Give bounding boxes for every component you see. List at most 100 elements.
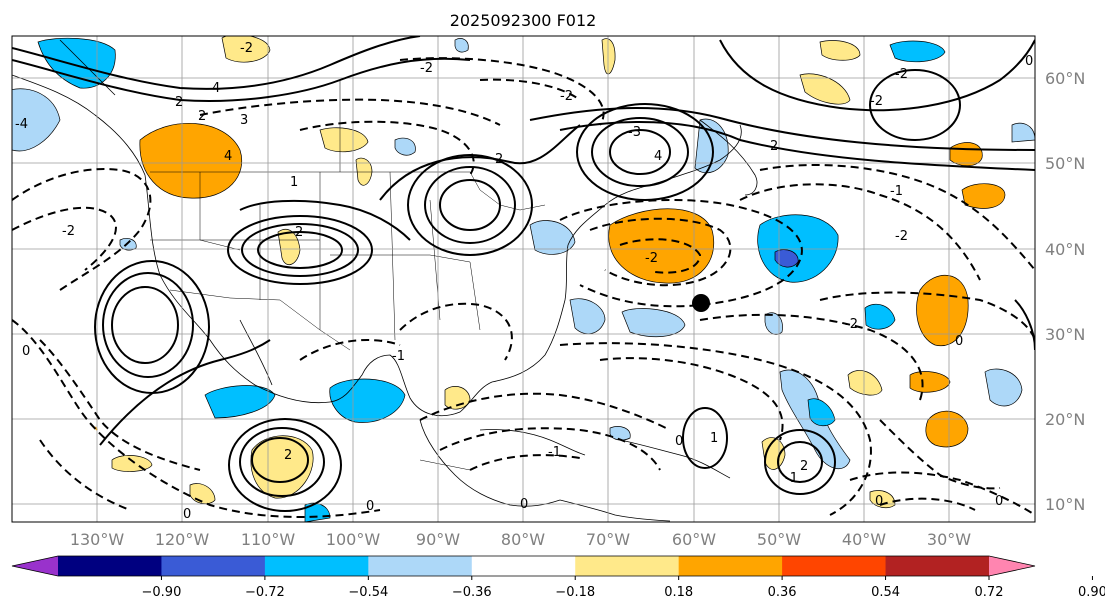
contour-line (849, 471, 1035, 516)
lat-label: 30°N (1045, 325, 1085, 344)
coastline (12, 74, 742, 416)
colorbar-tick-label: −0.18 (555, 585, 595, 600)
contour-line (599, 357, 784, 441)
contour-label: 0 (22, 344, 30, 359)
anomaly-region (774, 249, 799, 268)
contour-line (12, 36, 421, 90)
colorbar-segment (782, 556, 887, 576)
contour-line (777, 441, 823, 483)
colorbar-tick-label: −0.72 (245, 585, 285, 600)
contour-line (879, 419, 1001, 490)
colorbar-tick-label: −0.90 (142, 585, 182, 600)
contour-line (12, 57, 471, 102)
anomaly-region (757, 214, 839, 283)
lat-label: 20°N (1045, 410, 1085, 429)
contour-label: 0 (675, 434, 683, 449)
contour-line (102, 272, 194, 378)
contour-line (407, 154, 533, 256)
contour-label: -2 (560, 89, 573, 104)
dashed-contours (12, 57, 1035, 518)
colorbar-segment (678, 556, 783, 576)
solid-contours (12, 36, 1035, 512)
lon-label: 100°W (326, 530, 381, 549)
border (389, 171, 396, 341)
contour-label: -3 (628, 125, 641, 140)
colorbar-tick-label: −0.54 (348, 585, 388, 600)
lon-label: 110°W (241, 530, 296, 549)
anomaly-region (608, 208, 714, 284)
border (419, 459, 471, 471)
contour-label: 2 (198, 109, 206, 124)
contour-line (469, 454, 581, 471)
contour-label: -2 (895, 67, 908, 82)
contour-label: 0 (366, 499, 374, 514)
anomaly-region (204, 385, 276, 419)
contour-line (39, 339, 201, 471)
contour-label: 2 (495, 152, 503, 167)
anomaly-region (139, 123, 242, 199)
coastline (619, 439, 731, 479)
colorbar: −0.90 −0.72 −0.54 −0.36 −0.18 0.18 0.36 0.54 0.7… (11, 555, 1105, 600)
colorbar-tick-label: −0.36 (452, 585, 492, 600)
contour-line (39, 439, 131, 511)
lat-label: 50°N (1045, 154, 1085, 173)
contour-label: 2 (770, 139, 778, 154)
anomaly-region (569, 298, 606, 335)
anomaly-region (221, 36, 271, 63)
contour-label: -4 (15, 117, 28, 132)
contour-line (699, 313, 924, 401)
contour-line (241, 223, 359, 277)
contour-label: 1 (290, 175, 298, 190)
latitude-labels: 60°N 50°N 40°N 30°N 20°N 10°N (1045, 69, 1085, 514)
border (330, 254, 471, 263)
contour-label: -2 (420, 61, 433, 76)
contour-line (759, 164, 1035, 271)
contour-label: -2 (645, 251, 658, 266)
contour-line (399, 57, 605, 126)
contour-line (559, 199, 803, 308)
lon-label: 120°W (155, 530, 210, 549)
contour-line (99, 339, 271, 446)
anomaly-region (529, 220, 576, 255)
contour-label: 0 (955, 334, 963, 349)
anomaly-region (1011, 122, 1035, 143)
contour-line (559, 120, 1035, 171)
storm-center-marker (692, 294, 710, 312)
lon-label: 40°W (842, 530, 886, 549)
contour-label: 2 (295, 225, 303, 240)
contour-line (739, 183, 981, 281)
contour-label: -2 (240, 41, 253, 56)
contour-line (619, 238, 702, 274)
anomaly-region (961, 183, 1006, 209)
map-title: 2025092300 F012 (450, 11, 597, 30)
contour-line (239, 199, 411, 241)
anomaly-region (909, 371, 951, 393)
anomaly-region (329, 378, 406, 423)
contour-label: 2 (800, 459, 808, 474)
colorbar-tick-label: 0.36 (768, 585, 797, 600)
contour-label: -2 (870, 94, 883, 109)
colorbar-segment (161, 556, 266, 576)
anomaly-region (277, 228, 301, 266)
coastline (239, 319, 273, 386)
coastline (479, 429, 586, 456)
contour-line (111, 286, 179, 364)
colorbar-extend-high (989, 556, 1035, 576)
contour-label: -1 (890, 184, 903, 199)
contour-label: 4 (224, 149, 232, 164)
anomaly-region (764, 312, 783, 335)
anomaly-region (819, 40, 861, 61)
lon-label: 90°W (416, 530, 460, 549)
contour-line (591, 117, 689, 187)
lon-label: 80°W (501, 530, 545, 549)
colorbar-segment (471, 556, 576, 576)
contour-line (576, 103, 714, 201)
contour-label: 0 (520, 497, 528, 512)
contour-labels: 2 4 2 3 1 -3 4 -2 2 -1 2 -2 -1 2 -2 -2 -… (15, 41, 1033, 522)
contour-line (12, 206, 117, 271)
anomaly-region (12, 88, 61, 152)
lat-label: 10°N (1045, 495, 1085, 514)
contour-label: -1 (785, 471, 798, 486)
colorbar-segment (264, 556, 369, 576)
